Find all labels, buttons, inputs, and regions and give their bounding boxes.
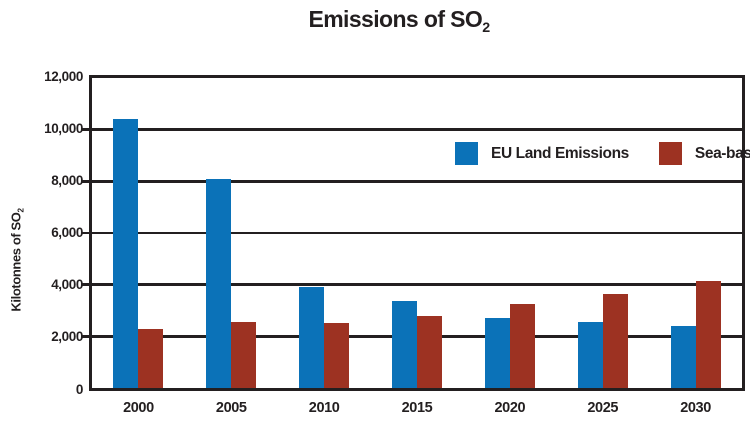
bar-2025-eu-land-emissions [577, 322, 603, 388]
y-axis-title-subscript: 2 [16, 208, 26, 213]
legend-item-sea-baseline: Sea-baseline [658, 142, 750, 165]
y-tick-label: 8,000 [51, 172, 83, 188]
chart-title-text: Emissions of SO [308, 6, 483, 32]
x-tick-label-2025: 2025 [587, 400, 619, 416]
y-tick-mark [81, 231, 89, 235]
bar-2020-sea-baseline [509, 304, 535, 388]
bar-2000-eu-land-emissions [113, 119, 139, 388]
grid-line [92, 128, 742, 131]
bar-2030-eu-land-emissions [670, 326, 696, 388]
y-tick-label: 0 [75, 381, 84, 397]
bar-2000-sea-baseline [138, 328, 164, 388]
legend-label: Sea-baseline [694, 144, 750, 162]
x-tick-label-2005: 2005 [215, 400, 247, 416]
y-tick-label: 6,000 [51, 225, 83, 240]
y-tick-mark [81, 283, 89, 286]
bar-2005-sea-baseline [231, 322, 257, 388]
bar-2010-eu-land-emissions [299, 287, 325, 388]
y-tick-mark [81, 335, 89, 338]
y-tick-label: 4,000 [51, 277, 83, 293]
x-tick-label-2030: 2030 [680, 400, 711, 416]
bar-2030-sea-baseline [695, 280, 721, 388]
chart-title-subscript: 2 [482, 20, 490, 37]
legend: EU Land Emissions Sea-baseline [455, 142, 750, 165]
x-tick-label-2000: 2000 [123, 400, 154, 416]
y-tick-mark [81, 128, 89, 131]
bar-2025-sea-baseline [602, 293, 628, 388]
bar-2015-eu-land-emissions [392, 301, 417, 388]
grid-line [92, 283, 742, 286]
x-axis-tick-labels: 2000 2005 2010 2015 2020 2025 2030 [92, 398, 742, 418]
grid-line [92, 180, 742, 183]
grid-line [92, 231, 742, 235]
legend-swatch [658, 142, 682, 165]
y-tick-label: 10,000 [44, 120, 83, 136]
bar-2010-sea-baseline [324, 323, 350, 388]
bar-2005-eu-land-emissions [206, 178, 232, 388]
bar-2015-sea-baseline [417, 315, 442, 388]
bar-2020-eu-land-emissions [484, 318, 510, 388]
chart-title: Emissions of SO2 [308, 6, 490, 37]
legend-item-eu-land-emissions: EU Land Emissions [455, 142, 629, 165]
x-tick-label-2010: 2010 [308, 400, 340, 416]
x-tick-label-2015: 2015 [401, 400, 433, 416]
legend-swatch [455, 142, 478, 165]
y-tick-label: 12,000 [44, 68, 83, 84]
x-tick-label-2020: 2020 [494, 400, 526, 416]
y-tick-label: 2,000 [51, 329, 83, 345]
plot-area [81, 75, 745, 391]
legend-label: EU Land Emissions [491, 144, 629, 162]
y-tick-mark [81, 180, 89, 183]
